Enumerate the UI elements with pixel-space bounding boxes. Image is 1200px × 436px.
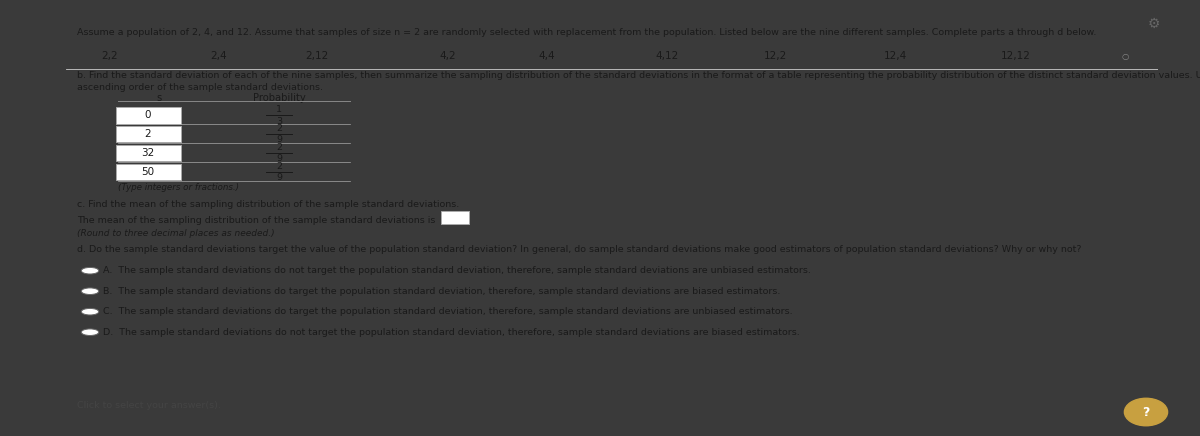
FancyBboxPatch shape (116, 145, 181, 161)
Text: The mean of the sampling distribution of the sample standard deviations is: The mean of the sampling distribution of… (77, 216, 436, 225)
Text: (Round to three decimal places as needed.): (Round to three decimal places as needed… (77, 229, 275, 238)
Text: 2: 2 (276, 124, 282, 133)
Text: s: s (156, 93, 162, 103)
Text: ascending order of the sample standard deviations.: ascending order of the sample standard d… (77, 83, 323, 92)
Circle shape (82, 288, 98, 294)
Text: ○: ○ (1122, 52, 1129, 61)
Text: 2: 2 (276, 162, 282, 171)
Text: 9: 9 (276, 173, 282, 182)
Text: 2: 2 (144, 129, 151, 139)
Text: Assume a population of 2, 4, and 12. Assume that samples of size n = 2 are rando: Assume a population of 2, 4, and 12. Ass… (77, 28, 1097, 37)
Text: 2,4: 2,4 (210, 51, 227, 61)
Text: ⚙: ⚙ (1148, 17, 1160, 31)
Text: 9: 9 (276, 136, 282, 144)
Text: b. Find the standard deviation of each of the nine samples, then summarize the s: b. Find the standard deviation of each o… (77, 71, 1200, 80)
Text: Click to select your answer(s).: Click to select your answer(s). (77, 401, 221, 410)
Text: 2,12: 2,12 (306, 51, 329, 61)
Text: 12,4: 12,4 (884, 51, 907, 61)
Circle shape (82, 329, 98, 335)
Text: 2: 2 (276, 143, 282, 152)
Circle shape (82, 308, 98, 315)
Text: 1: 1 (276, 105, 282, 114)
FancyBboxPatch shape (116, 164, 181, 180)
Text: 50: 50 (142, 167, 155, 177)
FancyBboxPatch shape (440, 211, 469, 224)
Text: B.  The sample standard deviations do target the population standard deviation, : B. The sample standard deviations do tar… (103, 287, 780, 296)
Circle shape (82, 267, 98, 274)
Text: 12,12: 12,12 (1001, 51, 1031, 61)
Text: d. Do the sample standard deviations target the value of the population standard: d. Do the sample standard deviations tar… (77, 245, 1081, 254)
Text: 9: 9 (276, 154, 282, 164)
Text: 12,2: 12,2 (764, 51, 787, 61)
Text: 32: 32 (142, 148, 155, 158)
FancyBboxPatch shape (116, 126, 181, 143)
Text: 0: 0 (145, 110, 151, 120)
FancyBboxPatch shape (116, 107, 181, 123)
Text: D.  The sample standard deviations do not target the population standard deviati: D. The sample standard deviations do not… (103, 328, 800, 337)
Text: 3: 3 (276, 116, 282, 126)
Text: A.  The sample standard deviations do not target the population standard deviati: A. The sample standard deviations do not… (103, 266, 811, 275)
Text: 4,4: 4,4 (538, 51, 554, 61)
Text: C.  The sample standard deviations do target the population standard deviation, : C. The sample standard deviations do tar… (103, 307, 793, 316)
Text: (Type integers or fractions.): (Type integers or fractions.) (119, 184, 240, 192)
Text: 4,2: 4,2 (440, 51, 456, 61)
Circle shape (1124, 399, 1168, 426)
Text: ?: ? (1142, 405, 1150, 419)
Text: Probability: Probability (252, 93, 305, 103)
Text: c. Find the mean of the sampling distribution of the sample standard deviations.: c. Find the mean of the sampling distrib… (77, 200, 460, 209)
Text: 2,2: 2,2 (101, 51, 118, 61)
Text: 4,12: 4,12 (655, 51, 678, 61)
